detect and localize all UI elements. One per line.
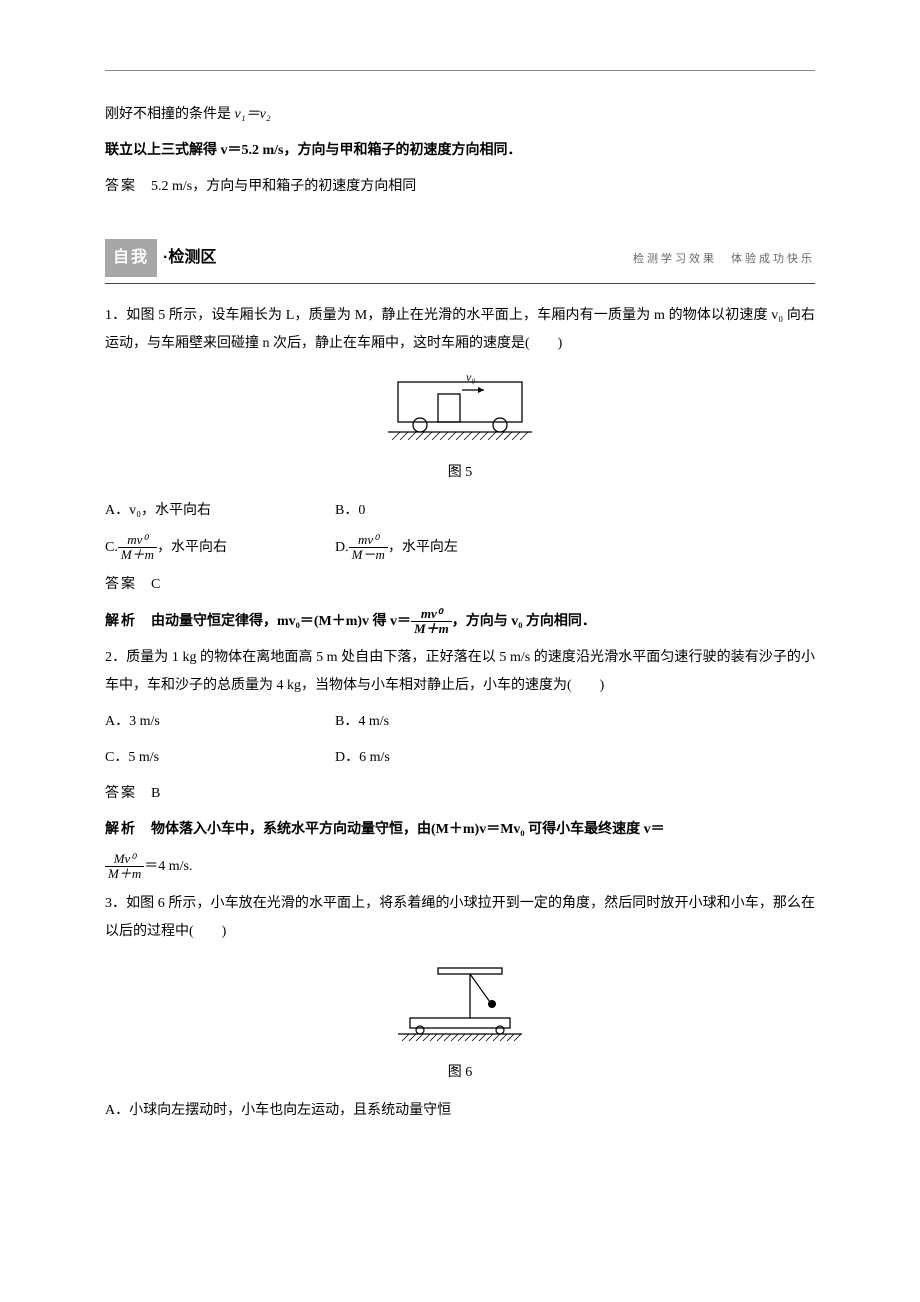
fig6-string bbox=[470, 974, 490, 1002]
q1-stem: 1．如图 5 所示，设车厢长为 L，质量为 M，静止在光滑的水平面上，车厢内有一… bbox=[105, 302, 815, 358]
q1-optD: D.mv⁰M－m，水平向左 bbox=[335, 533, 815, 563]
fig6-ball bbox=[488, 1000, 496, 1008]
q2-optD: D．6 m/s bbox=[335, 744, 815, 772]
combine-line: 联立以上三式解得 v＝5.2 m/s，方向与甲和箱子的初速度方向相同． bbox=[105, 137, 815, 165]
section-header: 自我 ·检测区 检测学习效果 体验成功快乐 bbox=[105, 239, 815, 277]
fig6-cart bbox=[410, 1018, 510, 1028]
q2-ans-val: B bbox=[137, 786, 160, 801]
cond-eq: v₁＝v₂ bbox=[235, 107, 271, 122]
q2-row2: C．5 m/s D．6 m/s bbox=[105, 744, 815, 772]
figure-6 bbox=[105, 960, 815, 1053]
q1-sol-frac: mv⁰M＋m bbox=[411, 607, 452, 637]
cond-line: 刚好不相撞的条件是 v₁＝v₂ bbox=[105, 101, 815, 129]
section-rule bbox=[105, 283, 815, 284]
q2-sol-num: Mv⁰ bbox=[105, 852, 144, 867]
fig6-bar bbox=[438, 968, 502, 974]
q1-row2: C.mv⁰M＋m，水平向右 D.mv⁰M－m，水平向左 bbox=[105, 533, 815, 563]
fig5-hatch bbox=[392, 432, 528, 440]
fig5-arrow-head bbox=[478, 387, 484, 393]
q1-optB: B．0 bbox=[335, 497, 815, 525]
q2-sol-pre: 物体落入小车中，系统水平方向动量守恒，由(M＋m)v＝Mv₀ 可得小车最终速度 … bbox=[137, 822, 665, 837]
fig6-caption: 图 6 bbox=[105, 1059, 815, 1087]
q2-sol-line2: Mv⁰M＋m＝4 m/s. bbox=[105, 852, 815, 882]
fig5-box bbox=[438, 394, 460, 422]
section-tab: 自我 bbox=[105, 239, 157, 277]
q1-sol-num: mv⁰ bbox=[411, 607, 452, 622]
top-answer: 答案 5.2 m/s，方向与甲和箱子的初速度方向相同 bbox=[105, 173, 815, 201]
cond-pre: 刚好不相撞的条件是 bbox=[105, 107, 235, 122]
q2-optC: C．5 m/s bbox=[105, 744, 335, 772]
q1-sol: 解析 由动量守恒定律得，mv₀＝(M＋m)v 得 v＝mv⁰M＋m，方向与 v₀… bbox=[105, 607, 815, 637]
optD-post: ，水平向左 bbox=[388, 540, 458, 555]
optC-post: ，水平向右 bbox=[157, 540, 227, 555]
q1-sol-pre: 由动量守恒定律得，mv₀＝(M＋m)v 得 v＝ bbox=[137, 614, 411, 629]
q2-sol-post: ＝4 m/s. bbox=[144, 859, 192, 874]
q1-ans-val: C bbox=[137, 577, 160, 592]
optD-frac: mv⁰M－m bbox=[349, 533, 388, 563]
section-left: 自我 ·检测区 bbox=[105, 239, 216, 277]
q3-stem: 3．如图 6 所示，小车放在光滑的水平面上，将系着绳的小球拉开到一定的角度，然后… bbox=[105, 890, 815, 946]
q1-sol-label: 解析 bbox=[105, 614, 137, 629]
fig5-svg: v₀ bbox=[380, 372, 540, 442]
fig5-v0-label: v₀ bbox=[466, 372, 476, 384]
q2-ans-label: 答案 bbox=[105, 786, 137, 801]
q2-sol-label: 解析 bbox=[105, 822, 137, 837]
q1-optA: A．v₀，水平向右 bbox=[105, 497, 335, 525]
figure-5: v₀ bbox=[105, 372, 815, 453]
answer-text: 5.2 m/s，方向与甲和箱子的初速度方向相同 bbox=[137, 179, 416, 194]
fig5-wheel-r bbox=[493, 418, 507, 432]
optC-pre: C. bbox=[105, 540, 118, 555]
fig5-caption: 图 5 bbox=[105, 459, 815, 487]
optD-den: M－m bbox=[349, 548, 388, 562]
top-rule bbox=[105, 70, 815, 71]
q2-sol-line1: 解析 物体落入小车中，系统水平方向动量守恒，由(M＋m)v＝Mv₀ 可得小车最终… bbox=[105, 816, 815, 844]
q2-stem: 2．质量为 1 kg 的物体在离地面高 5 m 处自由下落，正好落在以 5 m/… bbox=[105, 644, 815, 700]
fig6-wheel-r bbox=[496, 1026, 504, 1034]
section-right: 检测学习效果 体验成功快乐 bbox=[633, 248, 815, 270]
optD-pre: D. bbox=[335, 540, 349, 555]
q3-optA: A．小球向左摆动时，小车也向左运动，且系统动量守恒 bbox=[105, 1097, 815, 1125]
answer-label: 答案 bbox=[105, 179, 137, 194]
q1-answer: 答案 C bbox=[105, 571, 815, 599]
q2-row1: A．3 m/s B．4 m/s bbox=[105, 708, 815, 736]
q1-optC: C.mv⁰M＋m，水平向右 bbox=[105, 533, 335, 563]
fig6-svg bbox=[380, 960, 540, 1042]
fig5-wheel-l bbox=[413, 418, 427, 432]
q2-sol-frac: Mv⁰M＋m bbox=[105, 852, 144, 882]
q1-row1: A．v₀，水平向右 B．0 bbox=[105, 497, 815, 525]
optC-num: mv⁰ bbox=[118, 533, 157, 548]
optD-num: mv⁰ bbox=[349, 533, 388, 548]
optC-frac: mv⁰M＋m bbox=[118, 533, 157, 563]
q2-answer: 答案 B bbox=[105, 780, 815, 808]
section-sub: ·检测区 bbox=[163, 242, 216, 274]
q1-ans-label: 答案 bbox=[105, 577, 137, 592]
q1-sol-post: ，方向与 v₀ 方向相同． bbox=[452, 614, 596, 629]
q2-optA: A．3 m/s bbox=[105, 708, 335, 736]
q2-sol-den: M＋m bbox=[105, 867, 144, 881]
fig6-wheel-l bbox=[416, 1026, 424, 1034]
optC-den: M＋m bbox=[118, 548, 157, 562]
fig6-hatch bbox=[402, 1034, 521, 1041]
q1-sol-den: M＋m bbox=[411, 622, 452, 636]
q2-optB: B．4 m/s bbox=[335, 708, 815, 736]
